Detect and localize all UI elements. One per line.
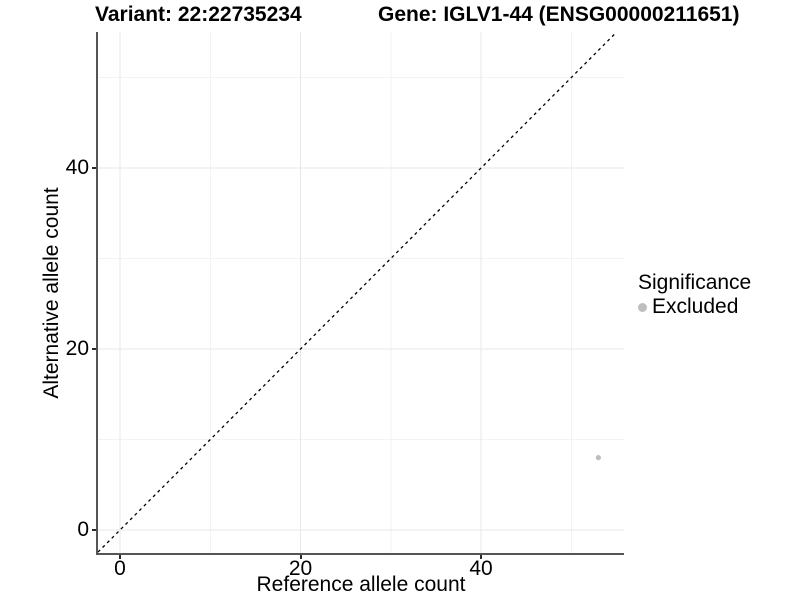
x-axis: 0 20 40	[98, 555, 624, 599]
x-tick-label: 40	[469, 557, 493, 580]
y-tick-mark	[92, 529, 96, 531]
identity-dashed-line	[98, 32, 618, 553]
plot-panel	[96, 32, 624, 555]
x-tick-mark	[119, 555, 122, 559]
x-tick-mark	[480, 555, 483, 559]
y-tick-label: 40	[65, 156, 89, 180]
x-axis-title: Reference allele count	[256, 573, 466, 596]
legend-item-label: Excluded	[652, 295, 739, 318]
circle-marker-icon	[638, 302, 647, 312]
legend: Significance Excluded	[638, 271, 751, 318]
plot-title-gene: Gene: IGLV1-44 (ENSG00000211651)	[378, 3, 740, 26]
plot-title-variant: Variant: 22:22735234	[95, 3, 302, 26]
y-tick-label: 0	[77, 518, 89, 541]
x-tick-label: 20	[288, 557, 313, 580]
legend-item-excluded: Excluded	[638, 296, 751, 318]
y-tick-mark	[92, 348, 96, 351]
x-tick-mark	[299, 555, 302, 559]
y-tick-mark	[92, 167, 96, 170]
x-tick-label: 0	[114, 557, 126, 580]
y-axis: 0 20 40	[0, 32, 96, 553]
plot-canvas	[98, 32, 624, 553]
y-tick-label: 20	[65, 337, 89, 361]
data-point	[595, 455, 601, 461]
legend-title: Significance	[638, 271, 752, 294]
